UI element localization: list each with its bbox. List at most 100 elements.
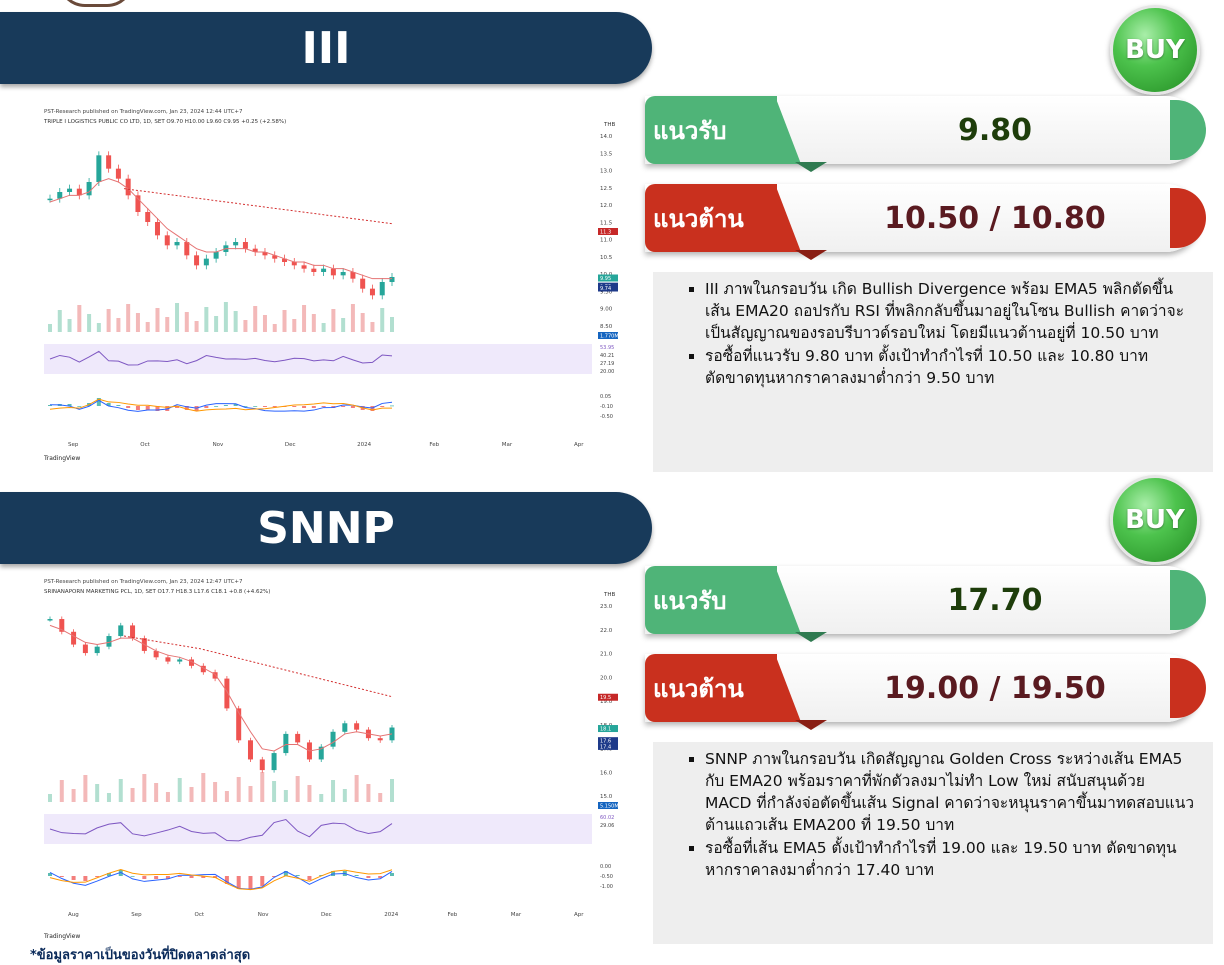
x-tick-label: Apr xyxy=(574,442,584,448)
candle-body xyxy=(301,265,307,269)
volume-bar xyxy=(145,322,150,332)
candle-body xyxy=(194,255,200,266)
volume-bar xyxy=(354,775,359,802)
price-tag-label: 17.4 xyxy=(600,744,611,750)
volume-bar xyxy=(96,323,101,332)
macd-histogram-bar xyxy=(272,876,277,877)
volume-bar xyxy=(341,318,346,332)
buy-badge: BUY xyxy=(1110,475,1200,565)
volume-bar xyxy=(321,323,326,332)
support-label: แนวรับ xyxy=(653,586,727,615)
macd-histogram-bar xyxy=(390,405,394,407)
candle-body xyxy=(272,255,278,259)
macd-histogram-bar xyxy=(366,876,371,878)
x-tick-label: Oct xyxy=(195,912,205,918)
x-tick-label: 2024 xyxy=(357,442,371,448)
candle-body xyxy=(212,672,218,679)
macd-histogram-bar xyxy=(295,875,300,876)
x-tick-label: Apr xyxy=(574,912,584,918)
support-tag: แนวรับ xyxy=(645,566,777,634)
candle-body xyxy=(47,198,53,201)
price-chart: PST-Research published on TradingView.co… xyxy=(40,574,632,942)
volume-bar xyxy=(390,779,394,802)
macd-histogram-bar xyxy=(311,406,316,408)
macd-histogram-bar xyxy=(106,403,111,406)
candle-body xyxy=(247,740,253,760)
ticker-title: III xyxy=(301,22,351,74)
candle-body xyxy=(342,723,348,732)
macd-histogram-bar xyxy=(260,876,265,886)
support-tail xyxy=(775,566,801,634)
macd-histogram-bar xyxy=(177,876,182,877)
price-tag-bg xyxy=(598,332,618,339)
volume-bar xyxy=(319,794,324,802)
buy-label: BUY xyxy=(1125,505,1185,535)
macd-histogram-bar xyxy=(236,876,241,889)
candle-body xyxy=(291,262,297,266)
macd-histogram-bar xyxy=(283,871,288,876)
volume-bar xyxy=(116,318,121,332)
chart-symbol: TRIPLE I LOGISTICS PUBLIC CO LTD, 1D, SE… xyxy=(43,119,286,125)
macd-histogram-bar xyxy=(48,873,52,876)
price-tick-label: 11.5 xyxy=(600,220,613,226)
volume-bar xyxy=(118,779,123,802)
volume-bar xyxy=(307,785,312,802)
candle-body xyxy=(200,665,206,673)
analysis-list: III ภาพในกรอบวัน เกิด Bullish Divergence… xyxy=(675,278,1195,389)
price-tick-label: 10.5 xyxy=(600,255,613,261)
macd-histogram-bar xyxy=(272,406,277,407)
x-tick-label: Feb xyxy=(448,912,458,918)
macd-histogram-bar xyxy=(175,406,180,408)
logo-arc xyxy=(58,0,134,7)
volume-bar xyxy=(342,789,347,802)
ticker-title: SNNP xyxy=(257,502,395,554)
candle-body xyxy=(242,242,248,249)
volume-bar xyxy=(213,782,218,802)
volume-bar xyxy=(194,321,199,332)
price-tag-label: 9.74 xyxy=(600,286,611,292)
candle-body xyxy=(184,242,190,256)
price-tick-label: 11.0 xyxy=(600,238,613,244)
chart-symbol: SRINANAPORN MARKETING PCL, 1D, SET O17.7… xyxy=(44,589,270,595)
analysis-bullet: SNNP ภาพในกรอบวัน เกิดสัญญาณ Golden Cros… xyxy=(705,748,1195,836)
candle-body xyxy=(153,650,159,658)
chart-footer: TradingView xyxy=(43,933,80,940)
support-notch xyxy=(795,162,827,172)
macd-histogram-bar xyxy=(354,875,359,876)
price-tag-label: 19.5 xyxy=(600,695,611,701)
x-tick-label: Dec xyxy=(321,912,332,918)
candle-body xyxy=(106,155,112,169)
candle-body xyxy=(236,708,242,741)
chart-svg: PST-Research published on TradingView.co… xyxy=(43,579,619,940)
candle-body xyxy=(67,188,73,192)
support-value: 9.80 xyxy=(957,112,1033,148)
macd-tick-label: -1.00 xyxy=(600,884,613,890)
candle-body xyxy=(59,619,65,632)
x-tick-label: Nov xyxy=(258,912,269,918)
resistance-value: 19.00 / 19.50 xyxy=(884,670,1106,706)
chart-header: PST-Research published on TradingView.co… xyxy=(44,579,243,585)
price-tick-label: 9.50 xyxy=(600,289,613,295)
price-tag-label: 18.1 xyxy=(600,727,611,733)
volume-bar xyxy=(48,794,52,802)
volume-bar xyxy=(272,324,277,332)
volume-bar xyxy=(224,791,229,802)
candle-body xyxy=(233,242,239,246)
candle-body xyxy=(262,252,268,256)
macd-tick-label: -0.50 xyxy=(600,414,613,420)
candle-body xyxy=(71,631,77,645)
macd-histogram-bar xyxy=(378,876,383,878)
analysis-box: III ภาพในกรอบวัน เกิด Bullish Divergence… xyxy=(653,272,1213,472)
support-value: 17.70 xyxy=(947,582,1043,618)
volume-bar xyxy=(214,316,219,332)
volume-bar xyxy=(189,787,194,802)
candle-body xyxy=(389,277,395,282)
candle-body xyxy=(57,192,63,199)
rsi-tick-label: 27.19 xyxy=(600,361,614,367)
macd-histogram-bar xyxy=(223,405,228,406)
resistance-tag: แนวต้าน xyxy=(645,654,777,722)
macd-histogram-bar xyxy=(71,876,76,880)
volume-bar xyxy=(233,311,238,332)
volume-bar xyxy=(223,302,228,332)
chart-svg: PST-Research published on TradingView.co… xyxy=(43,109,619,462)
